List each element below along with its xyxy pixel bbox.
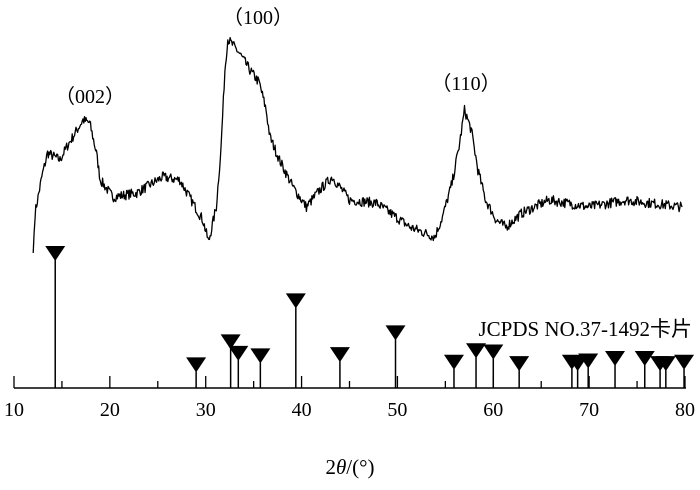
triangle-marker-icon <box>285 293 306 309</box>
triangle-marker-icon <box>329 347 350 363</box>
triangle-marker-icon <box>509 356 530 372</box>
reference-peak <box>250 348 271 388</box>
triangle-marker-icon <box>605 350 626 366</box>
x-tick-label: 50 <box>387 399 407 421</box>
x-tick-label: 70 <box>579 399 599 421</box>
annotation-110: （110） <box>431 72 500 95</box>
reference-peak <box>578 353 599 388</box>
reference-sticks-layer <box>45 246 695 388</box>
reference-peak <box>45 246 66 388</box>
annotation-100: （100） <box>223 6 293 29</box>
reference-peak <box>228 345 249 388</box>
jcpds-legend-label: JCPDS NO.37-1492卡片 <box>478 317 692 341</box>
triangle-marker-icon <box>578 353 599 369</box>
x-tick-label: 40 <box>292 399 312 421</box>
reference-peak <box>655 356 676 388</box>
triangle-marker-icon <box>483 344 504 360</box>
triangle-marker-icon <box>45 246 66 261</box>
triangle-marker-icon <box>655 356 676 372</box>
triangle-marker-icon <box>220 334 241 350</box>
x-tick-label: 10 <box>4 399 24 421</box>
triangle-marker-icon <box>466 343 487 359</box>
reference-peak <box>385 325 406 388</box>
reference-peak <box>329 347 350 388</box>
triangle-marker-icon <box>186 357 207 373</box>
annotation-002: （002） <box>55 85 125 108</box>
xrd-curve <box>32 36 683 254</box>
triangle-marker-icon <box>443 354 464 370</box>
reference-peak <box>186 357 207 388</box>
triangle-marker-icon <box>634 350 655 366</box>
x-tick-label: 20 <box>100 399 120 421</box>
x-axis-label: 2θ/(°) <box>325 455 374 479</box>
reference-peak <box>634 350 655 388</box>
x-axis: 10 20 30 40 50 60 70 80 <box>4 376 695 421</box>
xrd-curve-layer <box>32 36 683 254</box>
reference-peak <box>466 343 487 388</box>
reference-peak <box>443 354 464 388</box>
reference-peak <box>509 356 530 388</box>
reference-peak <box>285 293 306 388</box>
x-tick-label: 60 <box>483 399 503 421</box>
x-tick-label: 80 <box>675 399 695 421</box>
reference-peak <box>220 334 241 388</box>
triangle-marker-icon <box>674 354 695 370</box>
triangle-marker-icon <box>385 325 406 341</box>
reference-peak <box>674 354 695 388</box>
triangle-marker-icon <box>228 345 249 361</box>
reference-peak <box>605 350 626 388</box>
x-tick-label: 30 <box>196 399 216 421</box>
triangle-marker-icon <box>250 348 271 364</box>
